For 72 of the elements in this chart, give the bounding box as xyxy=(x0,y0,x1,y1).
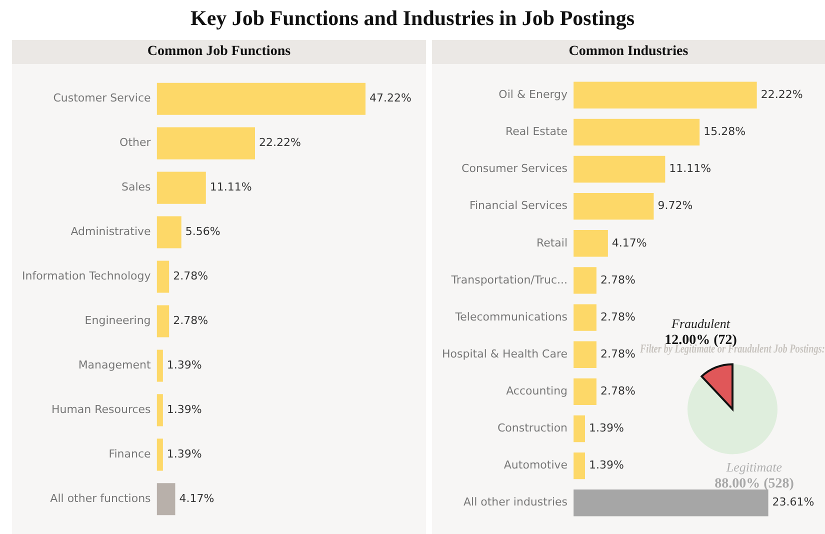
y-tick-label: All other functions xyxy=(50,492,152,506)
data-label: 4.17% xyxy=(179,492,214,506)
data-label: 47.22% xyxy=(370,92,412,105)
data-label: 1.39% xyxy=(166,448,202,461)
y-tick-label: Customer Service xyxy=(53,92,152,105)
data-label: 1.39% xyxy=(166,403,202,416)
y-tick-label: Construction xyxy=(497,422,568,435)
y-tick-label: Transportation/Truc... xyxy=(450,273,568,286)
y-tick-label: Administrative xyxy=(70,225,152,238)
y-tick-label: Oil & Energy xyxy=(498,88,568,101)
y-tick-label: Real Estate xyxy=(506,125,568,138)
data-label: 15.28% xyxy=(704,125,746,138)
y-tick-label: Financial Services xyxy=(469,199,568,212)
y-tick-label: Human Resources xyxy=(51,403,152,416)
bar xyxy=(574,118,700,146)
bar xyxy=(156,483,176,516)
y-tick-label: Telecommunications xyxy=(454,310,568,324)
bar xyxy=(156,350,163,382)
data-label: 2.78% xyxy=(173,314,208,328)
bar xyxy=(574,156,666,183)
y-tick-label: Retail xyxy=(536,236,568,250)
bar xyxy=(156,438,163,471)
data-label: 1.39% xyxy=(589,458,624,472)
y-tick-label: Finance xyxy=(108,448,152,461)
slice-label: Fraudulent xyxy=(670,316,730,331)
data-label: 88.00% (528) xyxy=(714,476,794,492)
bar xyxy=(156,127,256,160)
bar xyxy=(156,172,206,204)
bar xyxy=(574,341,596,368)
bar xyxy=(574,378,596,406)
y-tick-label: Sales xyxy=(122,180,152,194)
bar xyxy=(574,82,757,108)
bar xyxy=(574,452,586,480)
bar xyxy=(156,394,163,426)
data-label: 2.78% xyxy=(600,310,636,324)
data-label: 22.22% xyxy=(760,88,803,101)
bar xyxy=(574,415,586,442)
bar xyxy=(156,216,182,248)
data-label: 5.56% xyxy=(185,225,220,238)
data-label: 2.78% xyxy=(173,270,208,283)
data-label: 11.11% xyxy=(669,162,712,176)
slice-label: Legitimate xyxy=(725,459,782,474)
y-tick-label: Accounting xyxy=(506,384,568,398)
data-label: 1.39% xyxy=(166,358,202,372)
bar xyxy=(574,490,768,516)
y-tick-label: Hospital & Health Care xyxy=(442,347,568,360)
bar xyxy=(574,304,596,331)
bar xyxy=(156,305,170,338)
y-tick-label: Other xyxy=(120,136,152,150)
data-label: 2.78% xyxy=(600,384,636,398)
data-label: 11.11% xyxy=(210,180,252,194)
data-label: 9.72% xyxy=(658,199,693,212)
y-tick-label: Automotive xyxy=(504,458,568,472)
chart-title: Common Industries xyxy=(432,40,825,64)
bar xyxy=(574,192,654,220)
data-label: 2.78% xyxy=(600,347,636,360)
bar xyxy=(574,230,608,257)
y-tick-label: All other industries xyxy=(463,496,568,509)
bar xyxy=(574,267,596,294)
data-label: 4.17% xyxy=(612,236,647,250)
data-label: 2.78% xyxy=(600,273,636,286)
bar xyxy=(156,82,366,115)
y-tick-label: Consumer Services xyxy=(462,162,568,176)
text: Key Job Functions and Industries in Job Postings xyxy=(189,6,636,31)
y-tick-label: Management xyxy=(78,358,152,372)
data-label: 23.61% xyxy=(772,496,814,509)
y-tick-label: Engineering xyxy=(84,314,151,328)
data-label: 22.22% xyxy=(259,136,301,150)
y-tick-label: Information Technology xyxy=(22,270,152,283)
chart-title: Common Job Functions xyxy=(12,40,426,64)
data-label: 1.39% xyxy=(589,422,624,435)
bar xyxy=(156,260,170,293)
